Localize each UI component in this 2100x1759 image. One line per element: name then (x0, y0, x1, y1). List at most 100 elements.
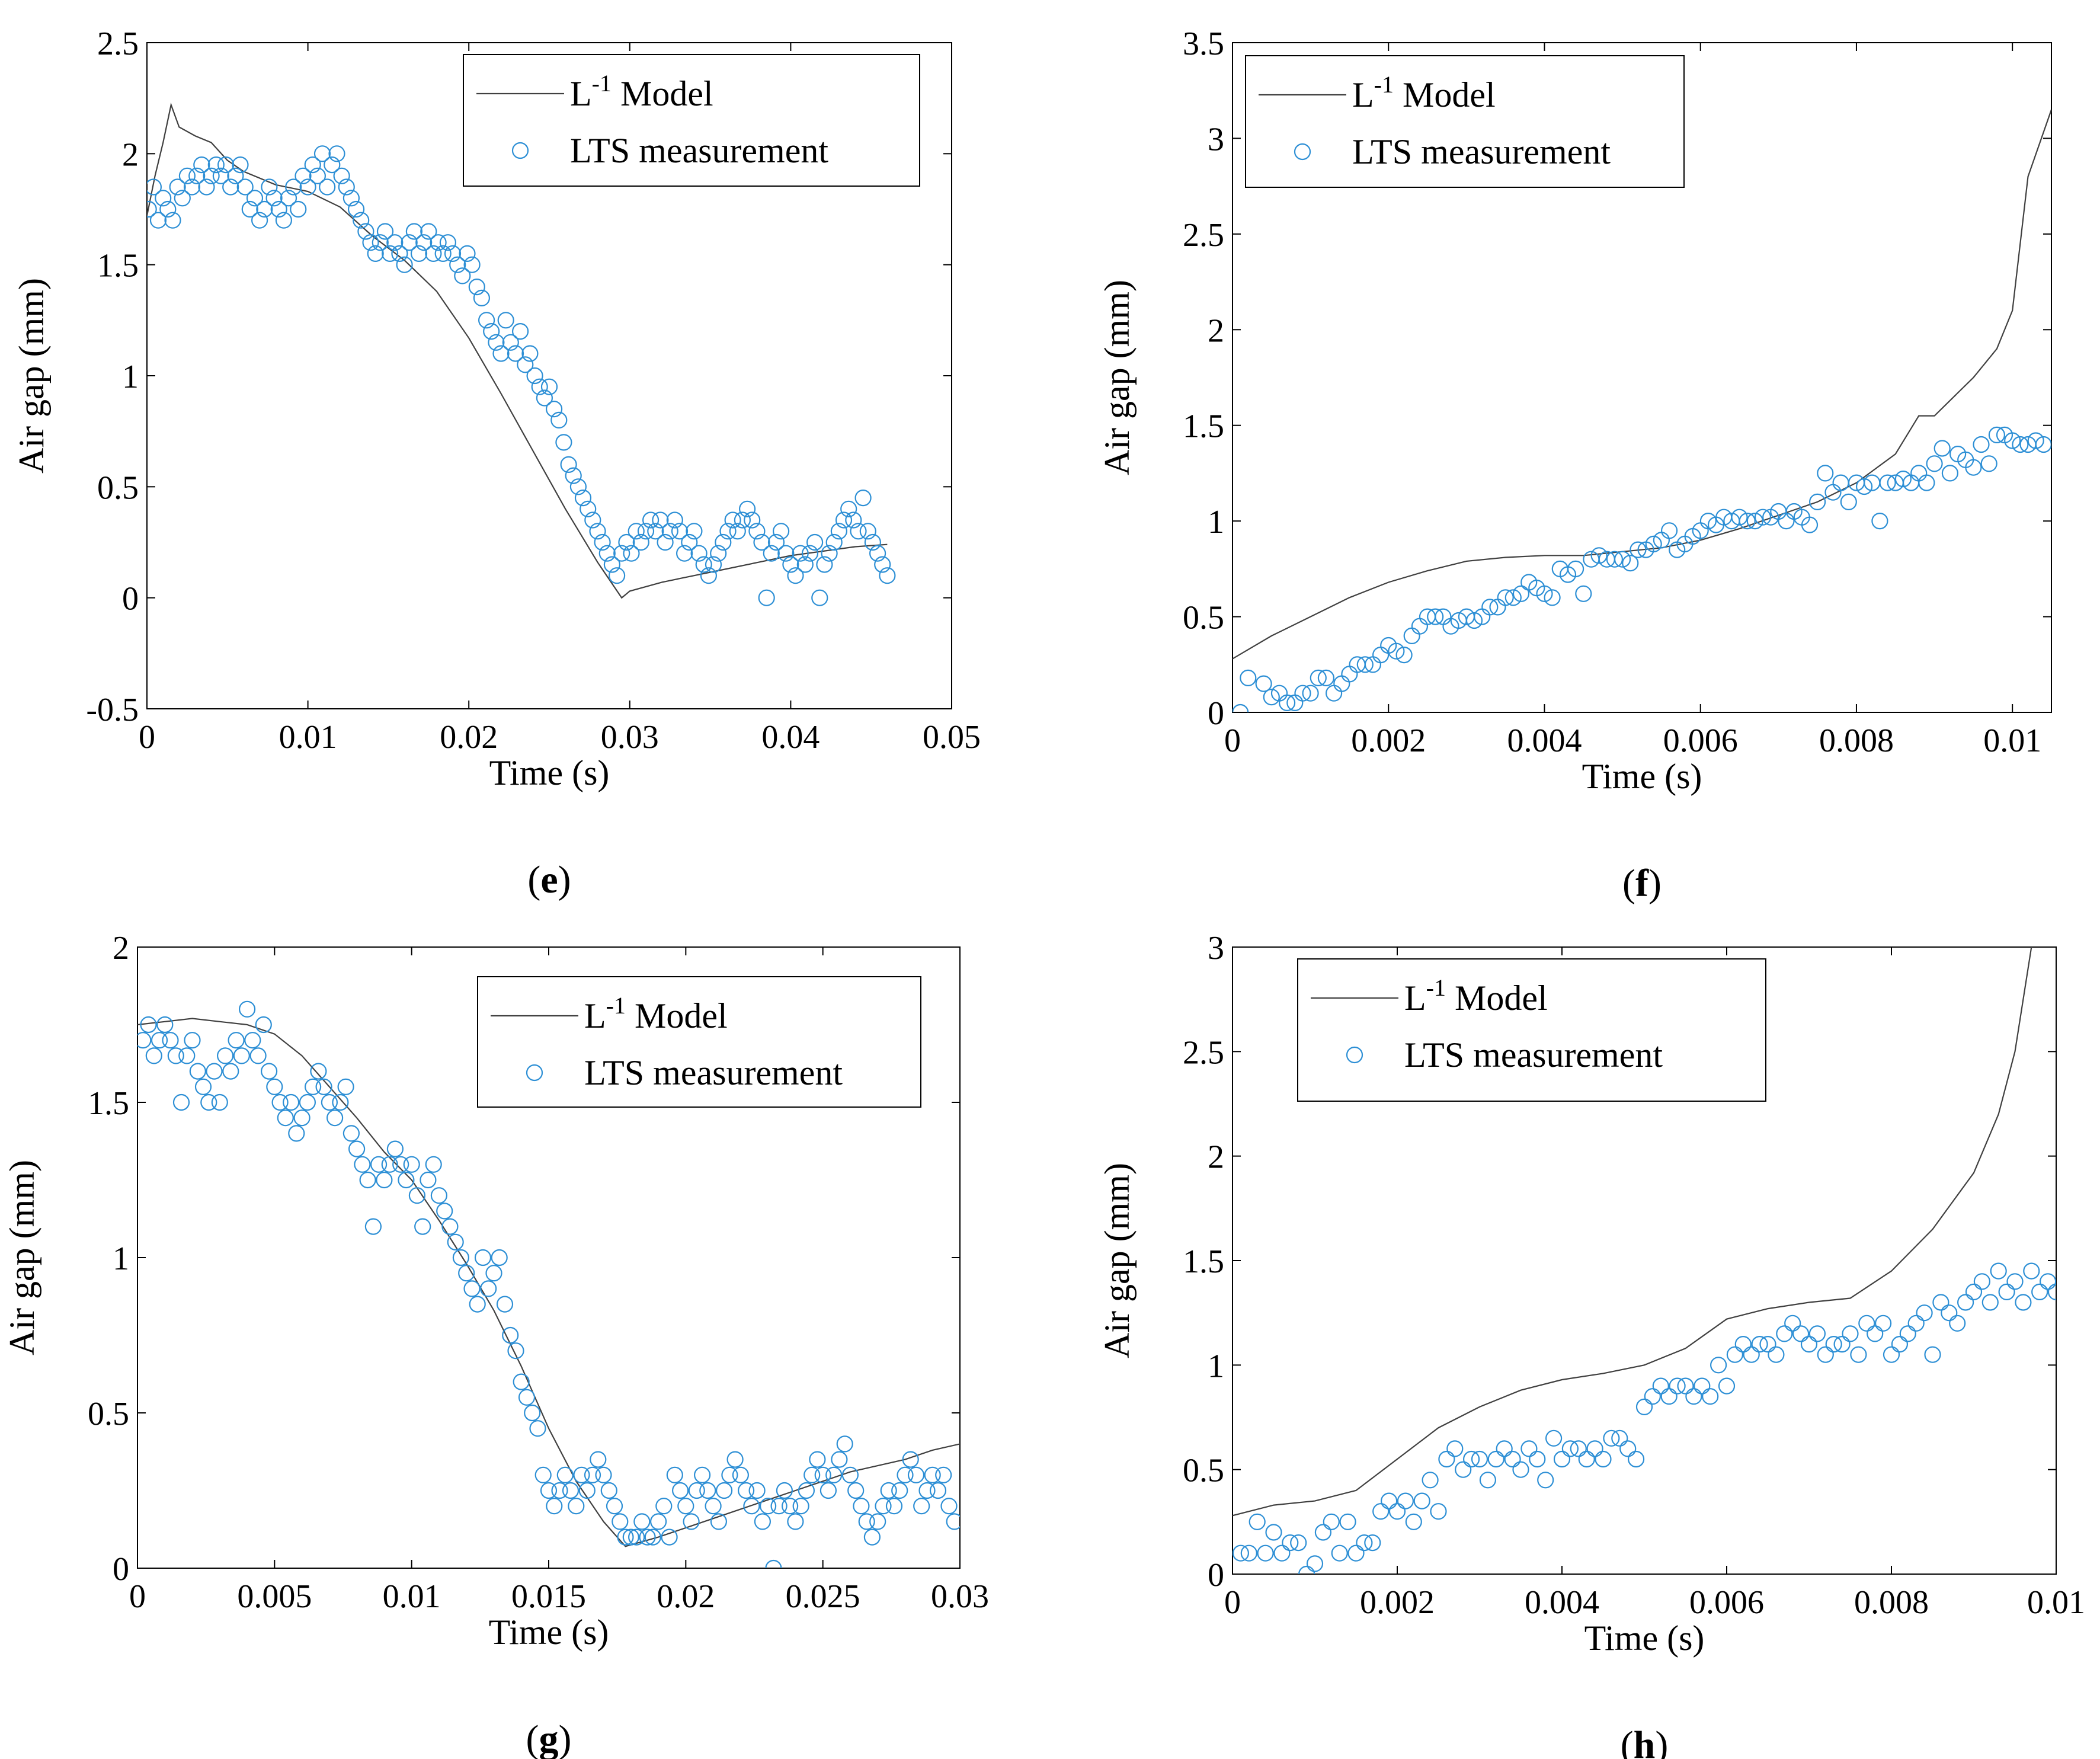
measurement-point (1832, 474, 1849, 491)
measurement-point (690, 545, 708, 562)
measurement-point (256, 200, 273, 218)
measurement-point (1776, 1325, 1793, 1342)
legend-model-label: L-1 Model (1352, 71, 1496, 114)
measurement-point (744, 511, 761, 529)
measurement-point (830, 523, 848, 540)
measurement-point (819, 1482, 837, 1499)
measurement-point (946, 1513, 960, 1530)
measurement-point (1455, 1461, 1472, 1478)
x-tick-label: 0 (1224, 1584, 1241, 1621)
legend-model-label: L-1 Model (584, 992, 728, 1035)
measurement-point (853, 1498, 870, 1515)
measurement-point (236, 178, 254, 196)
measurement-point (1933, 440, 1951, 457)
measurement-point (414, 1218, 431, 1235)
measurement-point (1949, 1315, 1966, 1332)
measurement-point (1273, 1544, 1291, 1562)
measurement-point (1481, 599, 1499, 616)
measurement-point (632, 533, 649, 551)
measurement-point (671, 523, 689, 540)
measurement-point (1570, 1440, 1587, 1457)
plot-area (137, 1000, 960, 1568)
measurement-point (777, 545, 795, 562)
measurement-point (425, 245, 442, 262)
measurement-point (1413, 1492, 1430, 1509)
measurement-point (555, 434, 572, 451)
measurement-point (1606, 551, 1623, 568)
y-tick-label: 1 (113, 1240, 129, 1277)
measurement-point (1463, 1450, 1480, 1468)
measurement-point (603, 556, 621, 573)
measurement-point (1438, 1450, 1455, 1468)
measurement-point (644, 1528, 661, 1546)
measurement-point (608, 567, 626, 584)
measurement-point (293, 1109, 310, 1127)
measurement-point (270, 200, 287, 218)
measurement-point (637, 523, 655, 540)
measurement-point (551, 1482, 568, 1499)
measurement-point (233, 1047, 250, 1064)
measurement-point (1561, 1440, 1579, 1457)
measurement-point (589, 523, 606, 540)
measurement-point (1867, 1325, 1884, 1342)
measurement-point (198, 178, 215, 196)
legend: L-1 Model LTS measurement (463, 54, 920, 187)
x-tick-label: 0.03 (601, 719, 659, 756)
measurement-point (228, 1032, 245, 1049)
measurement-point (699, 1482, 716, 1499)
measurement-point (1726, 1346, 1743, 1363)
measurement-point (1341, 666, 1358, 683)
measurement-point (734, 511, 751, 529)
measurement-point (1339, 1513, 1356, 1530)
measurement-point (1356, 1534, 1373, 1552)
y-tick-label: 2 (1208, 1139, 1224, 1176)
measurement-point (628, 1528, 645, 1546)
measurement-point (565, 467, 582, 484)
measurement-point (436, 1202, 453, 1220)
measurement-point (1973, 1273, 1990, 1290)
measurement-point (1381, 1492, 1398, 1509)
legend-model-label: L-1 Model (570, 70, 713, 113)
measurement-point (271, 1093, 289, 1111)
measurement-point (222, 178, 239, 196)
measurement-point (280, 190, 297, 207)
measurement-point (2035, 436, 2051, 453)
legend-marker-swatch (1346, 1046, 1363, 1064)
measurement-point (1586, 1440, 1603, 1457)
measurement-point (468, 279, 485, 296)
measurement-point (705, 556, 722, 573)
measurement-point (1471, 1450, 1488, 1468)
plot-area (1233, 947, 2056, 1574)
measurement-point (573, 1466, 590, 1483)
measurement-point (1314, 1524, 1331, 1541)
measurement-point (1619, 1440, 1637, 1457)
measurement-point (676, 545, 693, 562)
measurement-point (700, 567, 718, 584)
measurement-point (1677, 1377, 1694, 1395)
measurement-point (854, 489, 872, 507)
x-tick-label: 0.015 (511, 1578, 586, 1615)
measurement-point (595, 1466, 612, 1483)
chart-panel-g: 0 0.005 0.01 0.015 0.02 0.025 0.03 0 0.5 1 1.5 2 Tim… (2, 930, 989, 1759)
measurement-point (1702, 1388, 1719, 1405)
measurement-point (1644, 1388, 1661, 1405)
measurement-point (1446, 1440, 1464, 1457)
measurement-point (836, 1435, 853, 1453)
measurement-point (212, 167, 229, 184)
y-tick-label: 2.5 (1183, 1034, 1224, 1071)
measurement-point (1988, 426, 2005, 444)
measurement-point (444, 245, 462, 262)
measurement-point (546, 1498, 563, 1515)
measurement-point (304, 156, 321, 174)
measurement-point (929, 1482, 947, 1499)
legend: L-1 Model LTS measurement (477, 976, 921, 1108)
measurement-point (463, 1280, 481, 1297)
measurement-point (244, 1032, 261, 1049)
measurement-point (386, 1140, 404, 1157)
x-tick-label: 0.02 (440, 719, 498, 756)
measurement-point (452, 1249, 470, 1267)
measurement-point (1497, 589, 1514, 606)
measurement-point (639, 1528, 656, 1546)
measurement-point (600, 1482, 617, 1499)
measurement-point (1233, 1544, 1249, 1562)
